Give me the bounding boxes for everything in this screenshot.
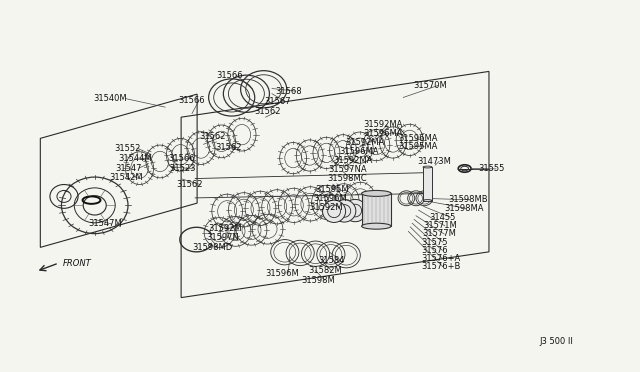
Text: 31596M: 31596M — [314, 194, 348, 203]
Text: 31455: 31455 — [429, 213, 455, 222]
Text: 31540M: 31540M — [93, 94, 127, 103]
Text: 31592MA: 31592MA — [364, 121, 403, 129]
Ellipse shape — [423, 166, 432, 168]
Text: 31595MA: 31595MA — [398, 142, 438, 151]
Text: 31567: 31567 — [264, 97, 291, 106]
Text: 31566: 31566 — [168, 154, 195, 163]
Text: 31562: 31562 — [254, 108, 280, 116]
Text: 31595M: 31595M — [316, 185, 349, 194]
Ellipse shape — [362, 190, 391, 196]
Text: 31523: 31523 — [170, 164, 196, 173]
Text: J3 500 II: J3 500 II — [539, 337, 573, 346]
Text: 31544M: 31544M — [118, 154, 152, 163]
Text: 31596M: 31596M — [266, 269, 300, 278]
Text: 31598MD: 31598MD — [192, 243, 232, 251]
Text: 31562: 31562 — [216, 143, 242, 152]
Text: 31598MC: 31598MC — [327, 174, 367, 183]
Text: 31576+B: 31576+B — [422, 262, 461, 271]
Text: 31547: 31547 — [115, 164, 141, 173]
Ellipse shape — [333, 200, 356, 222]
Bar — [423, 167, 432, 201]
Text: 31568: 31568 — [275, 87, 302, 96]
Text: 31562: 31562 — [176, 180, 202, 189]
Text: 31577M: 31577M — [422, 230, 456, 238]
Text: 31598M: 31598M — [301, 276, 335, 285]
Text: 31597NA: 31597NA — [328, 165, 367, 174]
Ellipse shape — [323, 200, 346, 222]
Text: 31542M: 31542M — [109, 173, 143, 182]
Text: 31582M: 31582M — [308, 266, 342, 275]
Text: 31584: 31584 — [319, 256, 345, 265]
Ellipse shape — [362, 223, 391, 229]
Text: 31598MA: 31598MA — [444, 204, 484, 213]
Text: 31575: 31575 — [422, 238, 448, 247]
Text: 31576+A: 31576+A — [421, 254, 460, 263]
Text: 31570M: 31570M — [413, 81, 447, 90]
Text: 31596MA: 31596MA — [364, 129, 403, 138]
Text: 31592M: 31592M — [208, 224, 242, 233]
Ellipse shape — [344, 199, 367, 222]
Text: 31566: 31566 — [216, 71, 243, 80]
Text: 31562: 31562 — [200, 132, 226, 141]
Text: 31547M: 31547M — [88, 219, 122, 228]
Text: 31566: 31566 — [178, 96, 205, 105]
Text: 31552: 31552 — [114, 144, 140, 153]
Text: 31592M: 31592M — [310, 203, 344, 212]
Text: 31598MB: 31598MB — [448, 195, 488, 204]
Text: FRONT: FRONT — [63, 259, 92, 267]
Ellipse shape — [423, 199, 432, 201]
Text: 31473M: 31473M — [417, 157, 451, 166]
Text: 31597N: 31597N — [206, 233, 239, 242]
Text: 31592MA: 31592MA — [333, 156, 373, 165]
Bar — [362, 193, 391, 226]
Text: 31596MA: 31596MA — [339, 147, 379, 156]
Text: 31576: 31576 — [421, 246, 448, 255]
Text: 31555: 31555 — [479, 164, 505, 173]
Text: 31571M: 31571M — [423, 221, 457, 230]
Text: 31596MA: 31596MA — [398, 134, 438, 143]
Text: 31592MA: 31592MA — [345, 138, 385, 147]
